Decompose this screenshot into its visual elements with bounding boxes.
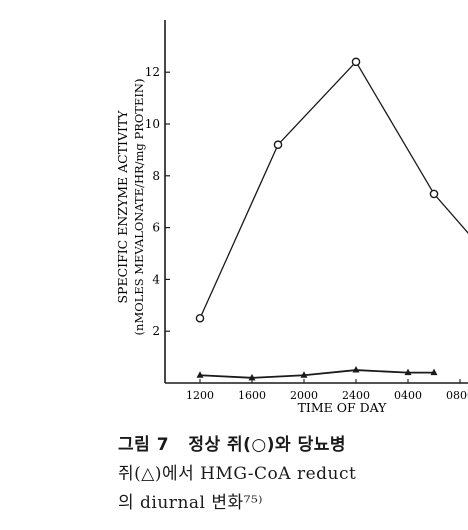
series-line-circle [199,60,468,319]
x-axis-label: TIME OF DAY [298,400,388,415]
data-point-triangle [300,371,308,378]
data-point-circle [273,140,283,150]
data-point-circle [351,57,361,67]
y-tick-label: 2 [152,324,160,338]
enzyme-activity-chart: 2 4 6 8 10 12 1200 1600 2000 2400 0400 0800 SPECIFI… [115,20,468,415]
data-point-triangle [404,368,412,376]
chart-ticks: 2 4 6 8 10 12 1200 1600 2000 2400 0400 0800 [145,65,468,402]
figure-number: 7 [156,435,170,455]
chart-axes [164,20,468,384]
x-tick-label: 0800 [446,389,468,402]
y-tick-label: 6 [152,221,160,235]
data-point-triangle [248,373,256,381]
x-tick-label: 2000 [290,389,318,402]
data-point-triangle [196,371,204,378]
data-point-triangle [430,368,438,376]
y-axis-label: SPECIFIC ENZYME ACTIVITY [115,110,130,304]
chart-series [195,57,468,381]
y-tick-label: 8 [152,169,160,183]
y-axis-label-units: (nMOLES MEVALONATE/HR/mg PROTEIN) [132,79,146,336]
y-tick-label: 12 [145,65,160,79]
x-tick-label: 2400 [342,389,370,402]
figure-caption-prefix: 그림 [118,435,151,455]
x-tick-label: 1200 [186,389,214,402]
x-tick-label: 0400 [394,389,422,402]
figure-caption-line-1: 그림 7 정상 쥐(○)와 당뇨병 [118,430,346,455]
y-tick-label: 4 [152,272,160,286]
figure-caption-text: 정상 쥐(○)와 당뇨병 [188,435,347,455]
series-line-triangle [199,369,434,379]
data-point-circle [429,189,439,199]
data-point-triangle [352,366,360,373]
figure-caption-line-2: 쥐(△)에서 HMG-CoA reduct [118,464,357,484]
data-point-circle [195,313,205,323]
y-tick-label: 10 [145,117,160,131]
x-tick-label: 1600 [238,389,266,402]
figure-caption-line-3: 의 diurnal 변화⁷⁵⁾ [118,493,263,513]
